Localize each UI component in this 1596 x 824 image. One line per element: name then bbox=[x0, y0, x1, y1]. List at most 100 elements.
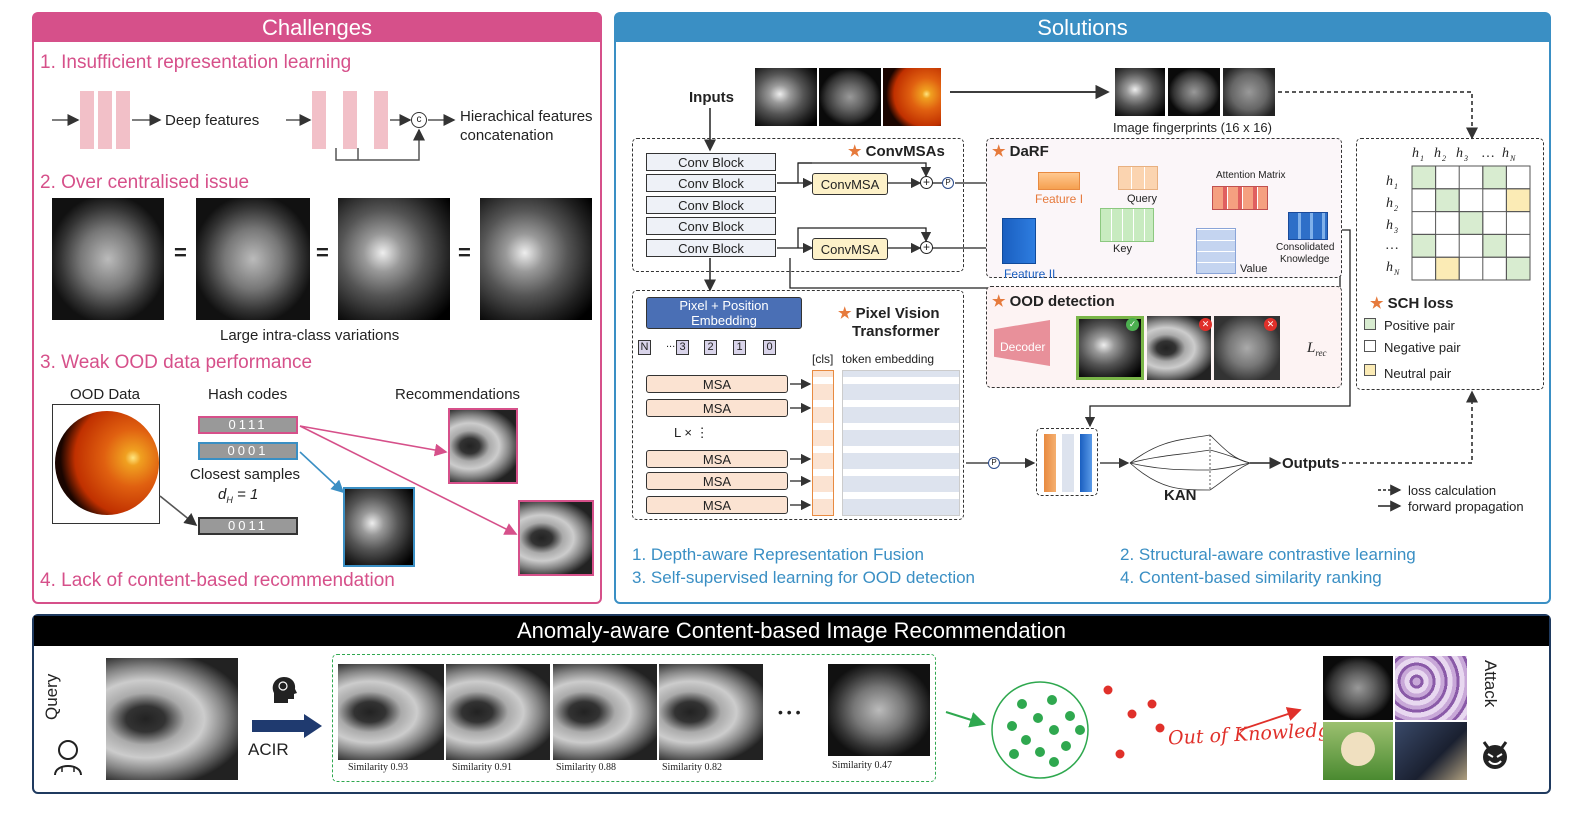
solution-4: 4. Content-based similarity ranking bbox=[1120, 568, 1382, 587]
darf-label: ★ DaRF bbox=[992, 143, 1049, 160]
deep-feature-layer-3 bbox=[116, 91, 130, 149]
fused-features bbox=[1036, 428, 1098, 496]
msa-block-2: MSA bbox=[646, 399, 788, 417]
consolidated-label-1: Consolidated bbox=[1276, 242, 1335, 253]
forward-label: forward propagation bbox=[1408, 499, 1524, 514]
conv-block-4: Conv Block bbox=[646, 217, 776, 235]
conv-block-2: Conv Block bbox=[646, 174, 776, 192]
value-label: Value bbox=[1240, 263, 1268, 275]
fused-feature-blue bbox=[1080, 434, 1092, 492]
cross-icon-2: ✕ bbox=[1264, 318, 1277, 331]
loss-calc-label: loss calculation bbox=[1408, 483, 1497, 498]
add-symbol-1: + bbox=[920, 176, 933, 189]
solutions-title: Solutions bbox=[616, 14, 1549, 42]
fingerprint-2 bbox=[1168, 68, 1220, 116]
doctor-icon bbox=[52, 738, 84, 776]
negative-swatch bbox=[1364, 340, 1376, 352]
token-2: 2 bbox=[704, 340, 717, 355]
recommendation-image-2 bbox=[343, 487, 415, 567]
check-icon: ✓ bbox=[1126, 318, 1139, 331]
inputs-label: Inputs bbox=[689, 89, 734, 106]
pixel-vision-transformer-module bbox=[632, 290, 964, 520]
hamming-distance: dH = 1 bbox=[218, 486, 259, 505]
devil-icon bbox=[1480, 740, 1510, 770]
ood-data-label: OOD Data bbox=[70, 386, 141, 403]
challenge-3-heading: 3. Weak OOD data performance bbox=[40, 352, 313, 373]
lrec-label: Lrec bbox=[1307, 340, 1327, 358]
deep-feature-layer-2 bbox=[98, 91, 112, 149]
ct-coronal-image bbox=[52, 198, 164, 320]
fused-feature-orange bbox=[1044, 434, 1056, 492]
positive-swatch bbox=[1364, 318, 1376, 330]
fused-feature-grey bbox=[1062, 434, 1074, 492]
sch-loss-label: ★ SCH loss bbox=[1370, 295, 1454, 312]
equals-3: = bbox=[458, 240, 471, 265]
conv-block-3: Conv Block bbox=[646, 196, 776, 214]
pvt-label-1: ★ Pixel Vision bbox=[838, 305, 940, 322]
solution-3: 3. Self-supervised learning for OOD dete… bbox=[632, 568, 976, 587]
ct-axial-image-3 bbox=[480, 198, 592, 320]
consolidated-knowledge-block bbox=[1288, 212, 1328, 240]
attack-image-room bbox=[1395, 722, 1467, 780]
feature-1-label: Feature I bbox=[1035, 192, 1084, 206]
brain-head-icon bbox=[268, 675, 298, 705]
cross-icon-1: ✕ bbox=[1199, 318, 1212, 331]
outputs-label: Outputs bbox=[1282, 455, 1340, 472]
retina-ood-image: ???? bbox=[52, 404, 160, 524]
hash-code-3: 0011 bbox=[198, 517, 298, 535]
deep-features-label: Deep features bbox=[165, 112, 260, 129]
recommendation-image-3 bbox=[518, 500, 594, 576]
darf-module bbox=[986, 138, 1342, 278]
token-0: 0 bbox=[763, 340, 776, 355]
result-image-1 bbox=[338, 664, 444, 760]
challenges-title: Challenges bbox=[34, 14, 600, 42]
token-embedding-label: token embedding bbox=[842, 352, 935, 366]
solution-2: 2. Structural-aware contrastive learning bbox=[1120, 545, 1416, 564]
result-image-3 bbox=[553, 664, 657, 760]
msa-block-5: MSA bbox=[646, 496, 788, 514]
convmsa-block-1: ConvMSA bbox=[812, 173, 888, 195]
conv-block-5: Conv Block bbox=[646, 239, 776, 257]
equals-2: = bbox=[316, 240, 329, 265]
key-block bbox=[1100, 208, 1154, 242]
positive-label: Positive pair bbox=[1384, 318, 1455, 333]
convmsas-label: ★ ConvMSAs bbox=[848, 143, 945, 160]
sch-loss-module bbox=[1356, 138, 1544, 390]
challenge-1-heading: 1. Insufficient representation learning bbox=[40, 52, 352, 73]
cls-column bbox=[812, 370, 834, 516]
feature-2-label: Feature II bbox=[1004, 267, 1056, 281]
hier-features-label-2: concatenation bbox=[460, 127, 554, 144]
deep-feature-layer-1 bbox=[80, 91, 94, 149]
result-image-2 bbox=[446, 664, 550, 760]
result-image-5 bbox=[828, 664, 930, 756]
neutral-label: Neutral pair bbox=[1384, 366, 1452, 381]
fingerprints-label: Image fingerprints (16 x 16) bbox=[1113, 120, 1272, 135]
kan-network bbox=[1129, 434, 1251, 491]
similarity-2: Similarity 0.91 bbox=[452, 762, 512, 773]
key-label: Key bbox=[1113, 243, 1132, 255]
decoder-label: Decoder bbox=[1000, 340, 1046, 354]
concat-symbol: c bbox=[411, 112, 427, 128]
token-sequence: N ... 3 2 1 0 bbox=[638, 338, 798, 356]
attention-matrix-block bbox=[1212, 186, 1268, 210]
token-embedding-column bbox=[842, 370, 960, 516]
hier-feature-layer-1 bbox=[312, 91, 326, 149]
challenge-4-heading: 4. Lack of content-based recommendation bbox=[40, 570, 395, 591]
similarity-4: Similarity 0.82 bbox=[662, 762, 722, 773]
challenges-panel: Challenges bbox=[32, 12, 602, 604]
query-block bbox=[1118, 166, 1158, 190]
pool-symbol-2: P bbox=[988, 457, 1000, 469]
l-times-label: L × ⋮ bbox=[674, 425, 709, 440]
results-ellipsis: • • • bbox=[778, 704, 801, 720]
hier-feature-layer-3 bbox=[374, 91, 388, 149]
convmsas-module bbox=[632, 138, 964, 272]
recommendation-title: Anomaly-aware Content-based Image Recomm… bbox=[34, 616, 1549, 646]
input-image-ct bbox=[755, 68, 817, 126]
solutions-panel: Solutions bbox=[614, 12, 1551, 604]
msa-block-4: MSA bbox=[646, 472, 788, 490]
recommendations-label: Recommendations bbox=[395, 386, 521, 403]
